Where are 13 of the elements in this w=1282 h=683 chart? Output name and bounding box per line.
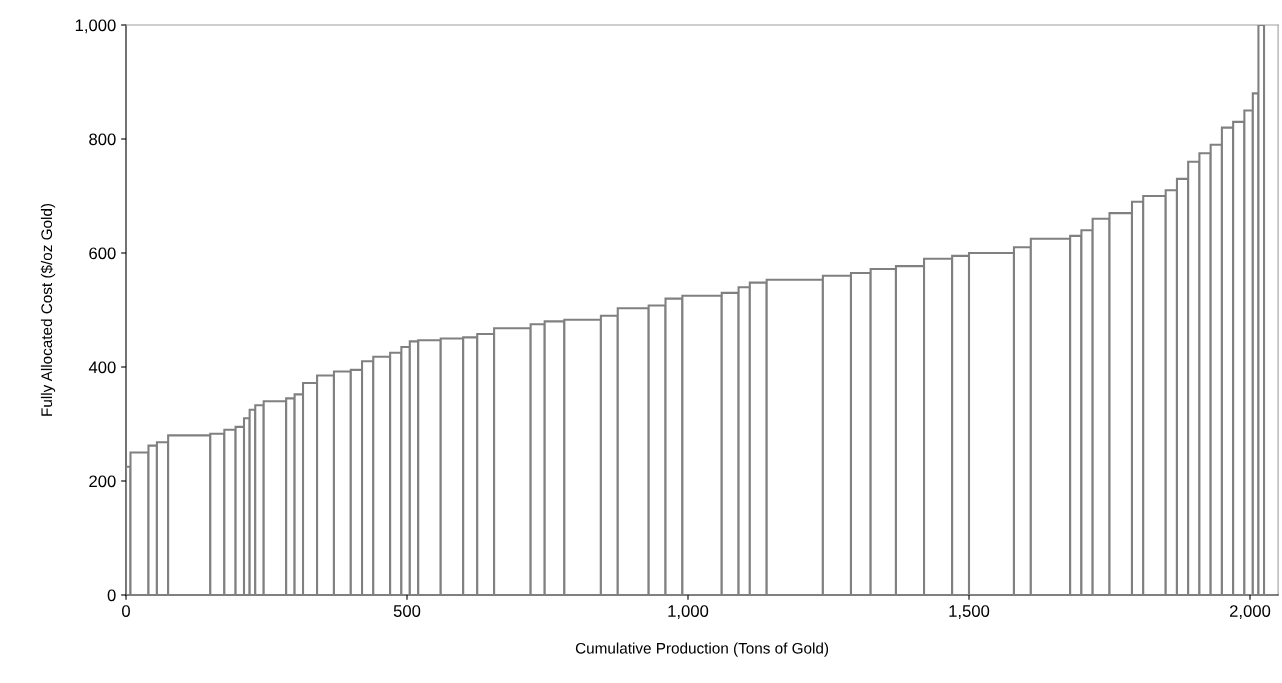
x-tick-label: 1,500 bbox=[949, 605, 990, 619]
y-tick-label: 600 bbox=[89, 247, 116, 260]
y-tick-label: 0 bbox=[107, 589, 116, 602]
y-axis-title: Fully Allocated Cost ($/oz Gold) bbox=[40, 203, 56, 416]
x-tick-label: 500 bbox=[393, 605, 421, 617]
x-tick-label: 2,000 bbox=[1229, 605, 1271, 619]
y-tick-label: 1,000 bbox=[75, 19, 116, 34]
x-tick-label: 1,000 bbox=[668, 605, 709, 619]
x-axis-title: Cumulative Production (Tons of Gold) bbox=[575, 642, 829, 657]
y-tick-label: 400 bbox=[88, 361, 116, 374]
y-tick-label: 800 bbox=[89, 133, 116, 146]
y-tick-label: 200 bbox=[89, 475, 116, 488]
x-tick-label: 0 bbox=[122, 605, 130, 617]
